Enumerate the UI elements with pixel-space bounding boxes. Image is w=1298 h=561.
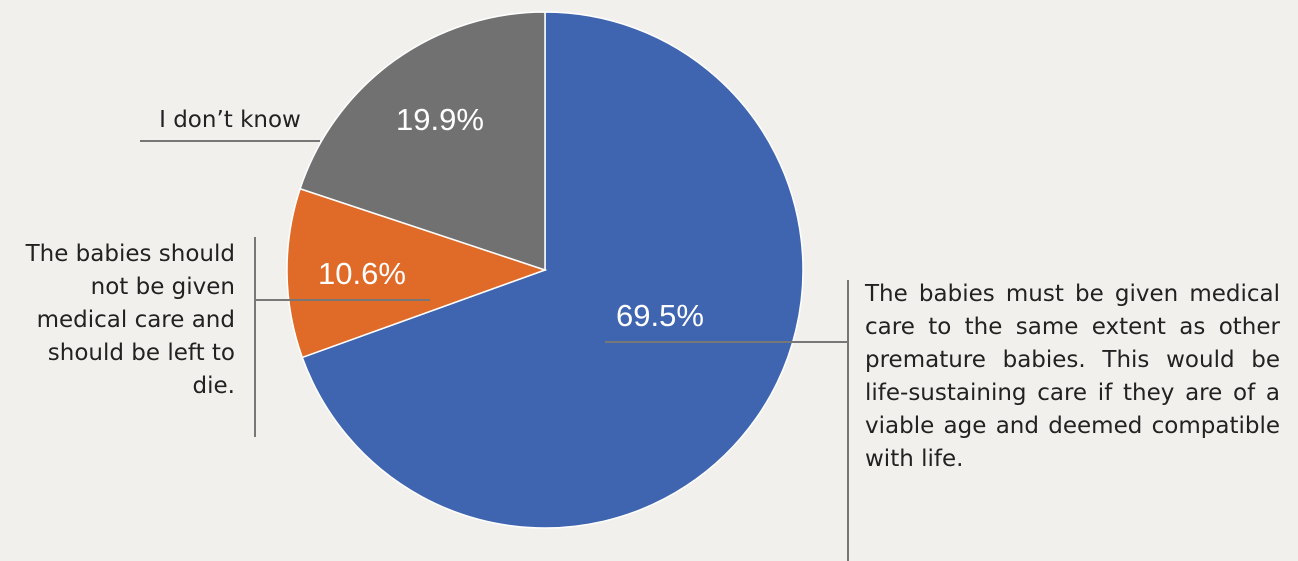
value-label: 69.5% — [616, 298, 704, 333]
pie-slice — [301, 11, 804, 529]
value-label: 10.6% — [318, 256, 406, 291]
category-label: I don’t know — [159, 107, 301, 133]
category-label: The babies must be given medical care to… — [865, 281, 1280, 472]
slices — [286, 11, 804, 529]
category-label: The babies should not be given medical c… — [25, 241, 235, 399]
pie-slice — [299, 11, 546, 272]
value-label: 19.9% — [396, 102, 484, 137]
pie-slice — [286, 187, 548, 359]
